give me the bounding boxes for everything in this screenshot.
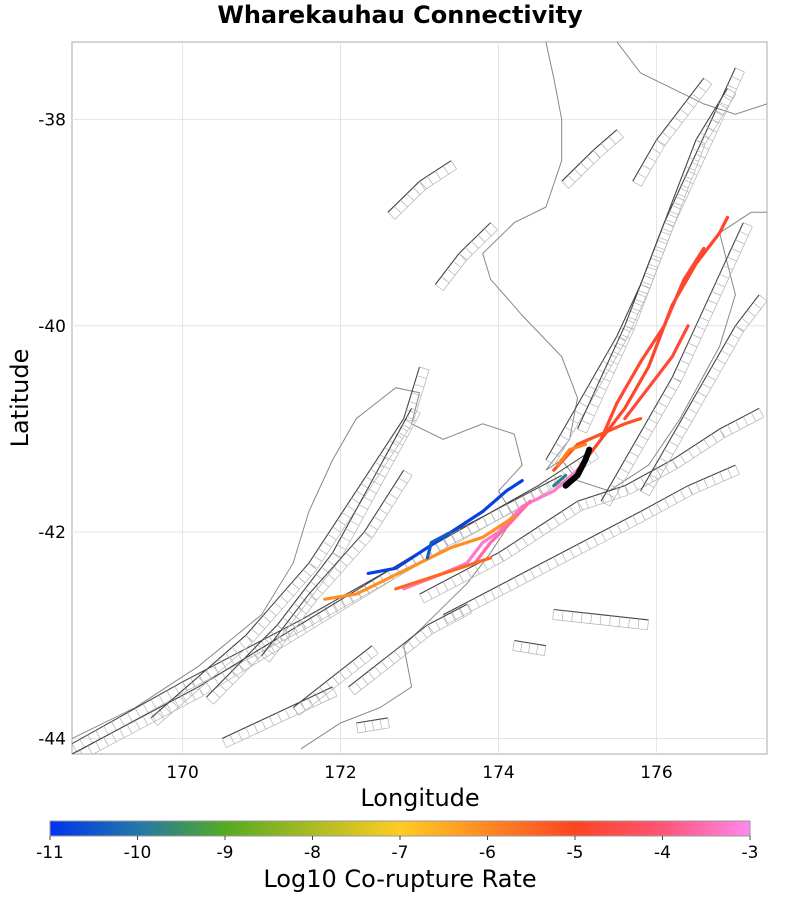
corupture-fault [473,499,532,565]
corupture-fault [552,417,643,472]
y-tick-label: -44 [38,730,66,750]
background-fault [348,603,472,696]
y-axis-ticks: -38 -40 -42 -44 [38,110,66,749]
background-fault [600,222,753,507]
colorbar-tick-label: -9 [217,843,234,863]
corupture-fault [394,556,493,591]
y-tick-label: -42 [38,523,66,543]
corupture-fault [556,442,587,467]
background-fault [576,88,737,434]
map-layer [72,42,767,754]
background-fault [72,474,567,754]
background-fault [355,717,390,734]
y-axis-label: Latitude [6,349,34,448]
coastline-segment [72,387,523,750]
plot-area [71,41,768,755]
colorbar-tick-label: -10 [124,843,152,863]
corupture-fault [623,324,690,421]
chart-title: Wharekauhau Connectivity [217,1,583,29]
corupture-fault [599,246,706,441]
colorbar-tick-label: -4 [654,843,671,863]
background-fault [387,160,457,220]
corupture-fault [552,473,568,488]
background-fault [205,407,421,705]
x-axis-ticks: 170 172 174 176 [166,763,672,783]
target-fault-wharekauhau [562,446,593,489]
colorbar-tick-label: -3 [742,843,759,863]
background-fault [261,469,413,663]
colorbar-tick-label: -5 [567,843,584,863]
coastline-segment [482,42,579,471]
x-tick-label: 172 [324,763,356,783]
y-tick-label: -40 [38,317,66,337]
background-fault [632,77,713,187]
colorbar-tick-label: -11 [36,843,64,863]
y-tick-label: -38 [38,110,66,130]
target-fault-layer [562,446,593,489]
colorbar-tick-label: -6 [479,843,496,863]
colorbar-tick-label: -7 [392,843,409,863]
corupture-fault [323,515,516,601]
colorbar-label: Log10 Co-rupture Rate [263,865,536,893]
coastline-segment [616,42,767,115]
x-tick-label: 174 [482,763,514,783]
colorbar-tick-label: -8 [304,843,321,863]
corupture-faults-layer [323,215,730,601]
corupture-fault [425,530,453,560]
background-fault [221,686,338,748]
background-fault [512,639,547,656]
background-fault [640,294,767,497]
colorbar-ticks: -11 -10 -9 -8 -7 -6 -5 -4 -3 [36,836,758,863]
background-fault [442,464,740,624]
x-axis-label: Longitude [360,784,479,812]
x-tick-label: 170 [166,763,198,783]
x-tick-label: 176 [640,763,672,783]
background-fault [434,222,498,291]
grid-lines [72,42,767,754]
colorbar [49,820,751,837]
background-fault [72,449,599,753]
background-fault [561,129,624,189]
background-fault [552,608,649,631]
background-faults-layer [72,67,767,754]
